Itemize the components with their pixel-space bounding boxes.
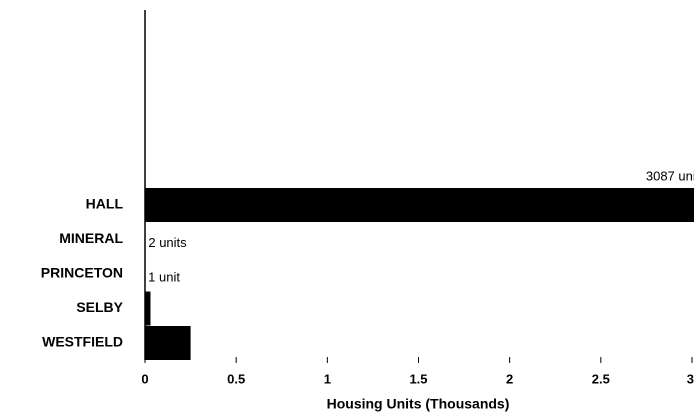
x-tick-label: 0.5 xyxy=(227,371,245,386)
y-tick-label: PRINCETON xyxy=(41,265,123,281)
data-label: 1 unit xyxy=(148,269,180,284)
x-axis-title: Housing Units (Thousands) xyxy=(327,396,510,412)
bar xyxy=(145,326,191,360)
bar xyxy=(145,291,151,326)
bar xyxy=(145,188,694,222)
x-tick-label: 0 xyxy=(141,371,148,386)
y-tick-label: SELBY xyxy=(76,299,123,315)
x-tick-label: 3 xyxy=(687,371,694,386)
data-label: 3087 units xyxy=(646,168,694,183)
x-tick-label: 2 xyxy=(506,371,513,386)
x-tick-label: 2.5 xyxy=(592,371,610,386)
x-tick-label: 1 xyxy=(324,371,331,386)
y-tick-label: HALL xyxy=(86,196,124,212)
x-tick-label: 1.5 xyxy=(409,371,427,386)
data-label: 2 units xyxy=(148,235,187,250)
y-tick-label: MINERAL xyxy=(59,230,123,246)
y-tick-label: WESTFIELD xyxy=(42,334,123,350)
